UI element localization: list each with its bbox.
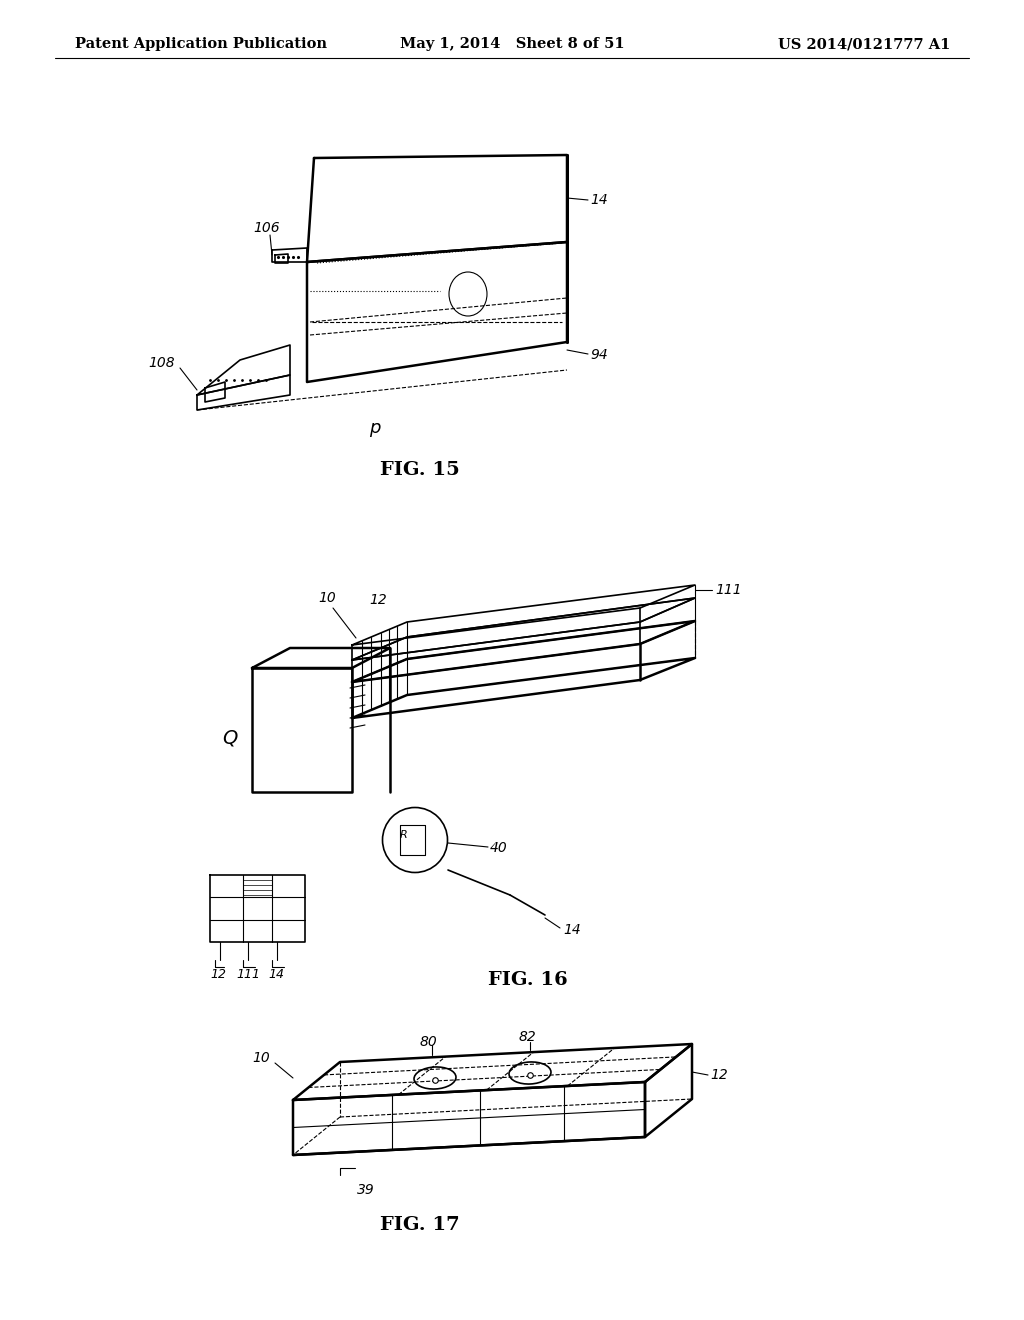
Text: Patent Application Publication: Patent Application Publication [75, 37, 327, 51]
Text: FIG. 17: FIG. 17 [380, 1216, 460, 1234]
Text: 111: 111 [715, 583, 741, 597]
Text: p: p [370, 418, 381, 437]
Text: R: R [400, 830, 408, 840]
Text: 12: 12 [710, 1068, 728, 1082]
Text: 14: 14 [563, 923, 581, 937]
Text: 82: 82 [518, 1030, 536, 1044]
Text: 94: 94 [590, 348, 608, 362]
Text: FIG. 15: FIG. 15 [380, 461, 460, 479]
Text: FIG. 16: FIG. 16 [488, 972, 567, 989]
Text: 14: 14 [268, 968, 284, 981]
Text: 40: 40 [490, 841, 508, 855]
Text: 12: 12 [210, 968, 226, 981]
Text: 108: 108 [148, 356, 175, 370]
Text: 10: 10 [318, 591, 336, 605]
Text: 12: 12 [369, 593, 387, 607]
Text: 10: 10 [252, 1051, 270, 1065]
Text: 111: 111 [236, 968, 260, 981]
Text: Q: Q [222, 729, 238, 747]
Text: 39: 39 [357, 1183, 375, 1197]
Text: US 2014/0121777 A1: US 2014/0121777 A1 [777, 37, 950, 51]
Text: 80: 80 [419, 1035, 437, 1049]
Text: May 1, 2014   Sheet 8 of 51: May 1, 2014 Sheet 8 of 51 [399, 37, 625, 51]
Text: 106: 106 [253, 220, 280, 235]
Text: 14: 14 [590, 193, 608, 207]
